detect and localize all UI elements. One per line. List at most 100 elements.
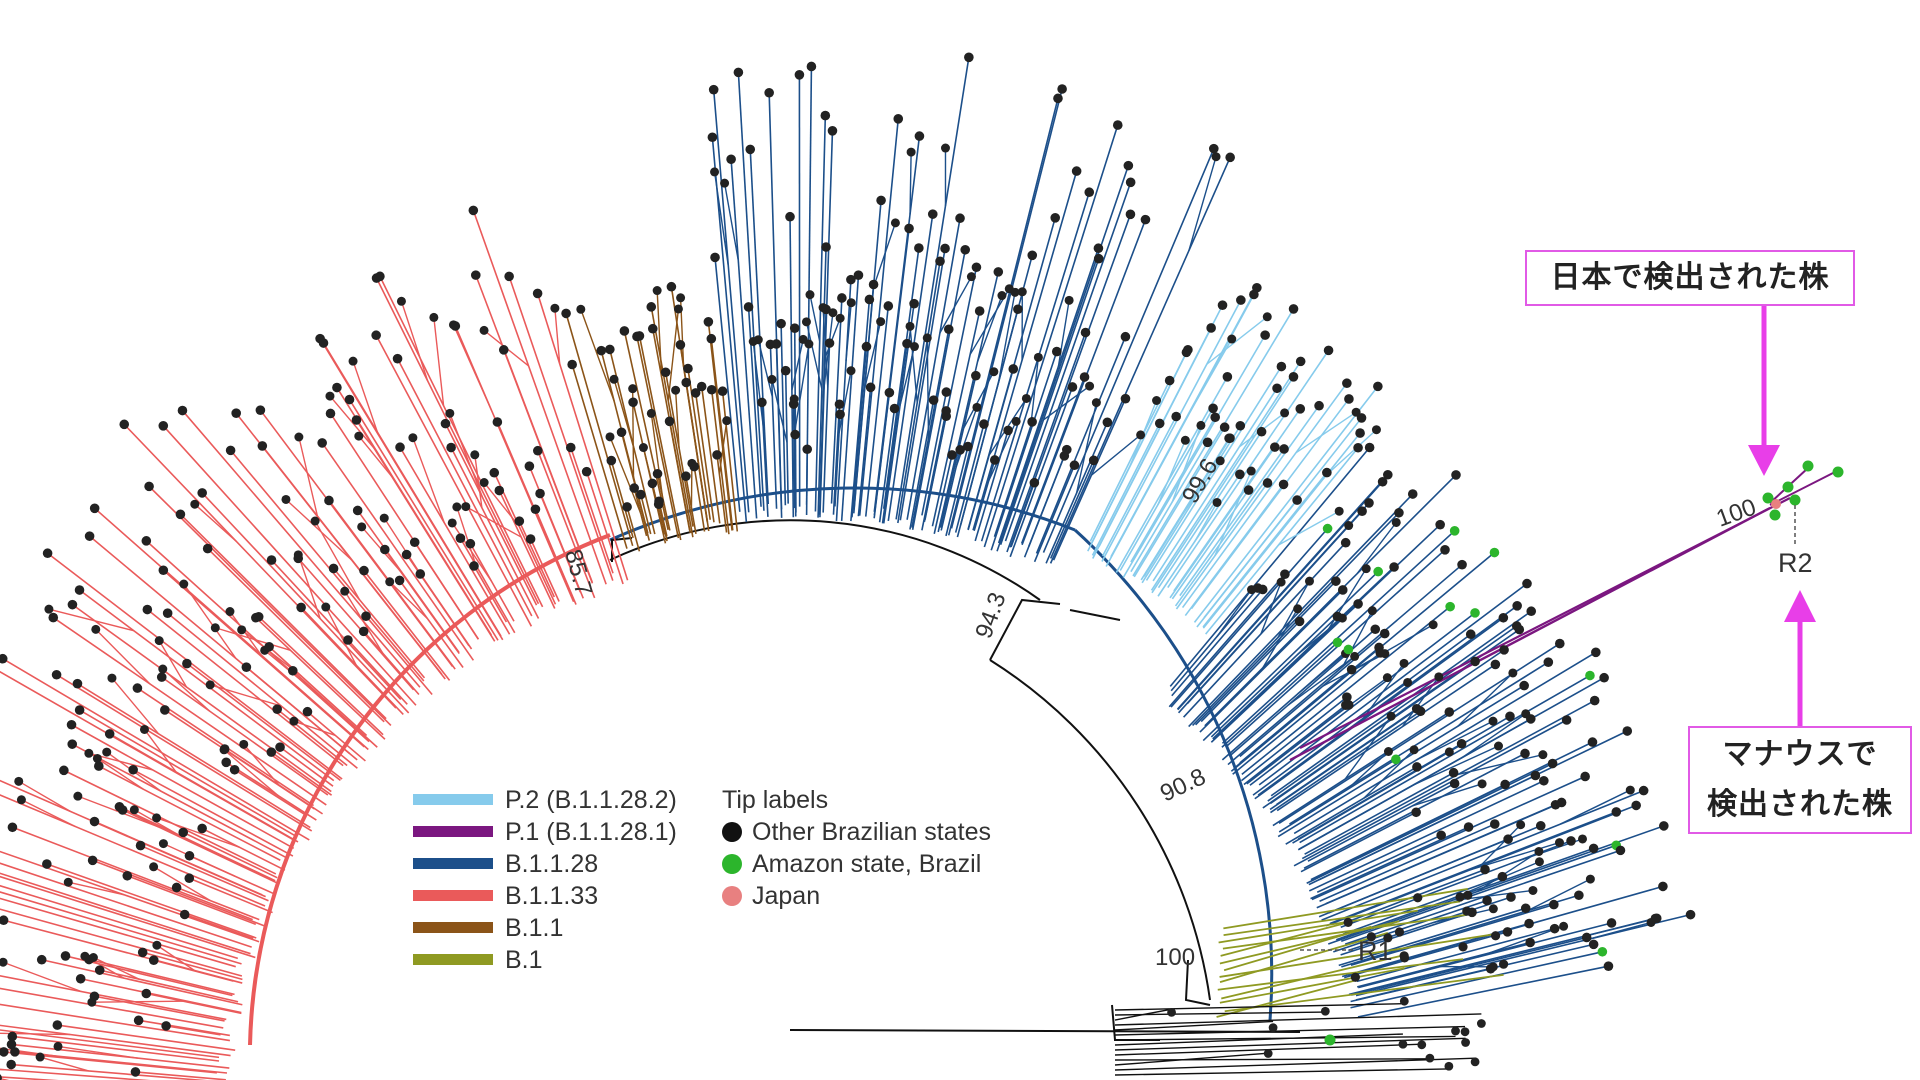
tip-point	[452, 502, 462, 512]
tip-point	[1625, 785, 1635, 795]
branch	[1216, 979, 1356, 1018]
branch	[47, 552, 343, 780]
branch	[95, 628, 151, 685]
branch	[1351, 936, 1587, 996]
tip-point	[1606, 918, 1617, 928]
tip-point	[1511, 621, 1522, 631]
tip-point	[1526, 714, 1536, 724]
tip-point	[619, 326, 630, 336]
tip-point	[794, 70, 805, 80]
tip-point	[1279, 444, 1289, 454]
branch	[1004, 182, 1132, 542]
branch	[2, 658, 310, 841]
tip-point	[846, 274, 856, 285]
branch	[1206, 316, 1268, 365]
branch	[1243, 704, 1347, 786]
branch	[1221, 648, 1349, 761]
tip-point	[1399, 658, 1409, 668]
tip-point	[1208, 403, 1218, 414]
tip-point	[93, 761, 104, 771]
tip-point	[1449, 778, 1460, 789]
branch	[68, 881, 125, 896]
branch	[1179, 448, 1285, 597]
branch	[864, 305, 890, 517]
tip-point	[1370, 624, 1381, 635]
branch	[959, 255, 1034, 526]
tip-point	[149, 862, 159, 872]
tip-point	[408, 433, 418, 443]
tip-point	[266, 747, 277, 757]
b1128-branches	[711, 57, 1691, 1018]
branch	[92, 859, 265, 927]
branch	[0, 1003, 231, 1042]
legend-tip-title: Tip labels	[722, 786, 828, 814]
branch	[1216, 589, 1253, 638]
branch	[1133, 426, 1226, 578]
branch	[1311, 775, 1586, 901]
tip-point	[922, 333, 932, 343]
branch	[1169, 446, 1371, 687]
tip-point	[964, 52, 974, 63]
branch	[0, 875, 256, 959]
branch	[1145, 366, 1283, 581]
tip-point	[141, 536, 152, 546]
tip-point	[415, 569, 426, 579]
branch	[1227, 564, 1463, 766]
tip-point	[357, 522, 367, 532]
tip-point	[1589, 695, 1600, 706]
tip-point	[706, 333, 717, 344]
tip-point	[1093, 243, 1104, 254]
branch	[153, 866, 211, 902]
tip-point	[1196, 420, 1206, 430]
tip-point	[380, 544, 390, 555]
legend-swatch	[413, 922, 493, 933]
branch	[363, 570, 451, 681]
branch	[80, 977, 242, 1014]
tip-point	[1597, 946, 1608, 957]
branch	[974, 430, 1009, 542]
tip-point	[1391, 754, 1401, 765]
tip-point	[820, 110, 831, 121]
tip-point	[1832, 466, 1844, 478]
branch	[11, 1063, 208, 1080]
branch	[570, 447, 614, 574]
tip-point	[1343, 644, 1354, 655]
tip-point	[42, 859, 52, 869]
branch	[498, 490, 556, 609]
branch	[899, 248, 946, 521]
tip-point	[1322, 467, 1332, 478]
tip-point	[1342, 692, 1352, 702]
tip-point	[52, 1020, 63, 1030]
branch	[1307, 782, 1456, 862]
branch	[1204, 474, 1457, 727]
branch	[184, 913, 254, 940]
branch	[1202, 571, 1379, 742]
tip-point	[1391, 517, 1401, 527]
tip-point	[1463, 890, 1473, 900]
branch	[1278, 510, 1340, 546]
tip-point	[654, 496, 664, 507]
tip-point	[1091, 398, 1101, 408]
tip-point	[1802, 460, 1814, 472]
branch	[1188, 156, 1217, 251]
tip-point	[1451, 1026, 1460, 1036]
tip-point	[681, 377, 692, 388]
tip-point	[0, 1074, 2, 1080]
branch	[161, 676, 329, 796]
tip-point	[1489, 819, 1500, 829]
tip-point	[1403, 677, 1413, 687]
branch	[1299, 497, 1791, 749]
tip-point	[1543, 657, 1554, 667]
tip-point	[60, 951, 71, 961]
tip-point	[1638, 785, 1649, 796]
tip-point	[581, 466, 592, 477]
branch	[459, 537, 516, 634]
tip-point	[344, 394, 355, 405]
branch	[840, 275, 860, 521]
branch	[873, 136, 921, 512]
tip-point	[1152, 396, 1162, 406]
tip-point	[776, 318, 786, 329]
tip-point	[359, 565, 369, 576]
branch	[188, 877, 273, 914]
branch	[721, 391, 739, 532]
